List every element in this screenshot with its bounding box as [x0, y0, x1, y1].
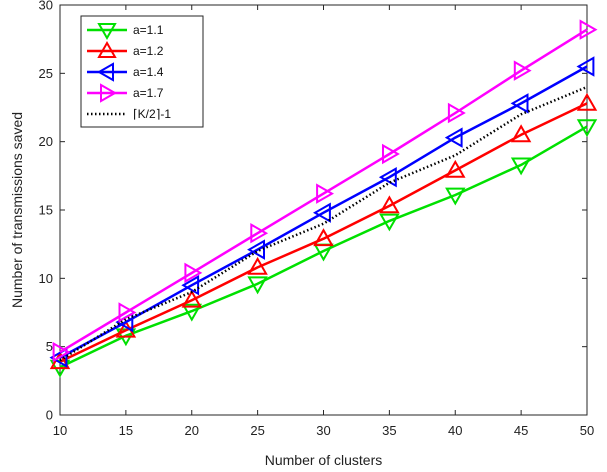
axis-ticks: 10 15 20 25 30 35 40 45 50 0 5 10 15 20 25 30	[39, 0, 595, 438]
data-point-marker	[510, 93, 529, 114]
data-point-marker	[181, 303, 203, 322]
data-point-marker	[579, 19, 598, 40]
data-point-marker	[447, 102, 466, 124]
data-point-marker	[576, 119, 598, 138]
legend-marker	[97, 23, 117, 41]
x-tick-label: 20	[185, 423, 199, 438]
data-point-marker	[312, 202, 331, 223]
data-point-marker	[445, 187, 466, 206]
data-point-marker	[52, 341, 71, 363]
data-point-marker	[510, 157, 532, 176]
y-tick-label: 20	[39, 134, 53, 149]
series-group	[49, 19, 598, 378]
legend-label: a=1.4	[133, 65, 164, 79]
legend-marker	[100, 83, 118, 103]
data-point-marker	[510, 124, 532, 143]
series-2	[49, 92, 598, 370]
data-point-marker	[184, 262, 203, 284]
x-tick-label: 40	[448, 423, 462, 438]
legend-item: a=1.2	[87, 40, 164, 58]
series-5	[59, 85, 588, 362]
data-point-marker	[118, 302, 137, 323]
data-point-marker	[445, 159, 466, 178]
data-point-marker	[444, 127, 463, 148]
x-tick-label: 15	[119, 423, 133, 438]
data-point-marker	[378, 166, 397, 188]
x-tick-label: 25	[250, 423, 264, 438]
data-point-marker	[49, 347, 68, 368]
series-4	[52, 19, 598, 363]
series-line	[59, 28, 588, 354]
series-line	[59, 102, 588, 363]
y-tick-label: 30	[39, 0, 53, 13]
data-point-marker	[181, 274, 200, 296]
x-tick-label: 35	[382, 423, 396, 438]
y-tick-label: 0	[46, 408, 53, 423]
series-line	[59, 85, 588, 362]
data-point-marker	[379, 195, 400, 214]
legend-label: ⌈K/2⌉-1	[133, 107, 171, 121]
legend: a=1.1 a=1.2 a=1.4 a=1.7 ⌈K/2⌉-1	[80, 15, 204, 128]
data-point-marker	[382, 143, 400, 165]
y-tick-label: 10	[39, 271, 53, 286]
x-axis-label: Number of clusters	[265, 452, 382, 468]
legend-item: a=1.4	[87, 62, 164, 82]
y-tick-label: 25	[39, 66, 53, 81]
data-point-marker	[576, 56, 595, 77]
legend-item: ⌈K/2⌉-1	[87, 107, 171, 121]
data-point-marker	[247, 256, 268, 275]
data-point-marker	[513, 60, 532, 81]
y-tick-label: 15	[39, 203, 53, 218]
legend-item: a=1.7	[87, 83, 164, 103]
x-tick-label: 45	[514, 423, 528, 438]
data-point-marker	[181, 289, 203, 308]
legend-label: a=1.1	[133, 23, 164, 37]
legend-marker	[96, 62, 114, 82]
legend-label: a=1.2	[133, 44, 164, 58]
data-point-marker	[316, 183, 335, 204]
data-point-marker	[313, 228, 334, 247]
legend-item: a=1.1	[87, 23, 164, 41]
x-tick-label: 50	[580, 423, 594, 438]
y-tick-label: 5	[46, 339, 53, 354]
series-3	[49, 56, 595, 368]
y-axis-label: Number of transmissions saved	[9, 112, 25, 308]
series-line	[59, 65, 588, 359]
x-tick-label: 30	[316, 423, 330, 438]
data-point-marker	[379, 213, 400, 232]
series-line	[59, 125, 588, 369]
data-point-marker	[250, 222, 269, 244]
legend-marker	[97, 40, 117, 58]
x-tick-label: 10	[53, 423, 67, 438]
legend-label: a=1.7	[133, 86, 164, 100]
data-point-marker	[576, 92, 598, 111]
data-point-marker	[247, 276, 268, 295]
